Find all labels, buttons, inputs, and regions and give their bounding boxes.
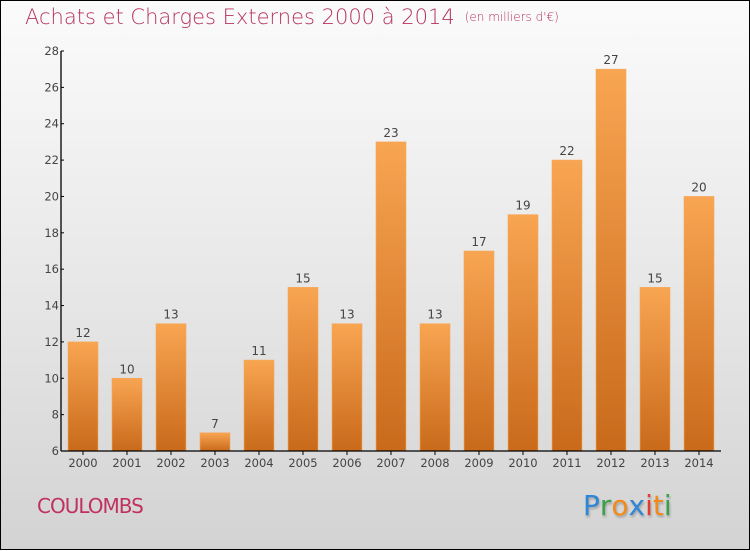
chart-title: Achats et Charges Externes 2000 à 2014 (e… — [25, 5, 559, 29]
x-tick-label-2003: 2003 — [200, 456, 229, 470]
data-label-2008: 13 — [427, 308, 442, 322]
bar-2002 — [155, 323, 187, 452]
data-label-2013: 15 — [647, 271, 662, 285]
x-tick-label-2008: 2008 — [420, 456, 449, 470]
y-tick-label-26: 26 — [44, 80, 59, 94]
data-label-2001: 10 — [119, 362, 134, 376]
logo-letter: x — [628, 489, 646, 522]
logo-letter: i — [663, 489, 672, 522]
x-tick-label-2011: 2011 — [552, 456, 581, 470]
title-unit: (en milliers d'€) — [464, 10, 559, 24]
data-label-2009: 17 — [471, 235, 486, 249]
y-tick-label-6: 6 — [52, 444, 59, 458]
bar-2001 — [111, 377, 143, 452]
bar-2006 — [331, 323, 363, 452]
x-tick-label-2006: 2006 — [332, 456, 361, 470]
bar-2003 — [199, 432, 231, 452]
data-label-2011: 22 — [559, 144, 574, 158]
data-label-2004: 11 — [251, 344, 266, 358]
data-label-2012: 27 — [603, 53, 618, 67]
city-name: COULOMBS — [37, 494, 144, 518]
data-label-2006: 13 — [339, 308, 354, 322]
x-tick-label-2013: 2013 — [640, 456, 669, 470]
bar-2005 — [287, 287, 319, 452]
data-label-2005: 15 — [295, 271, 310, 285]
y-tick-label-12: 12 — [44, 335, 59, 349]
bar-2008 — [419, 323, 451, 452]
proxiti-logo[interactable]: Proxiti — [583, 489, 672, 522]
data-label-2010: 19 — [515, 199, 530, 213]
y-tick-label-22: 22 — [44, 153, 59, 167]
y-tick-label-24: 24 — [44, 117, 59, 131]
data-label-2003: 7 — [211, 417, 219, 431]
x-tick-label-2002: 2002 — [156, 456, 185, 470]
bar-2007 — [375, 141, 407, 452]
x-tick-label-2000: 2000 — [68, 456, 97, 470]
logo-letter: i — [645, 489, 653, 522]
y-tick-label-18: 18 — [44, 226, 59, 240]
bar-2014 — [683, 196, 715, 452]
bar-2004 — [243, 359, 275, 452]
y-tick-label-8: 8 — [52, 408, 59, 422]
x-tick-label-2009: 2009 — [464, 456, 493, 470]
x-tick-label-2004: 2004 — [244, 456, 273, 470]
y-tick-label-20: 20 — [44, 189, 59, 203]
bar-2009 — [463, 250, 495, 452]
y-tick-label-10: 10 — [44, 371, 59, 385]
x-tick-label-2014: 2014 — [684, 456, 713, 470]
y-tick-label-28: 28 — [44, 44, 59, 58]
data-label-2014: 20 — [691, 180, 706, 194]
axes-group: 2000 2001 2002 2003 2004 2005 2006 2007 2008 2009… — [44, 44, 721, 470]
bar-2000 — [67, 341, 99, 452]
data-label-2000: 12 — [75, 326, 90, 340]
logo-letter: r — [599, 489, 612, 522]
x-tick-label-2007: 2007 — [376, 456, 405, 470]
x-tick-label-2001: 2001 — [112, 456, 141, 470]
logo-letter: P — [583, 489, 600, 522]
data-label-2002: 13 — [163, 308, 178, 322]
data-label-2007: 23 — [383, 126, 398, 140]
logo-letter: t — [652, 489, 664, 522]
x-tick-label-2012: 2012 — [596, 456, 625, 470]
logo-letter: o — [611, 489, 629, 522]
y-tick-label-16: 16 — [44, 262, 59, 276]
bar-2010 — [507, 214, 539, 452]
bars-group: 12 10 13 7 11 15 13 23 13 17 19 22 27 15 20 — [67, 53, 715, 452]
x-tick-label-2010: 2010 — [508, 456, 537, 470]
bar-2013 — [639, 287, 671, 452]
x-tick-label-2005: 2005 — [288, 456, 317, 470]
title-text: Achats et Charges Externes 2000 à 2014 — [25, 5, 455, 29]
y-tick-label-14: 14 — [44, 299, 59, 313]
bar-2012 — [595, 68, 627, 452]
bar-2011 — [551, 159, 583, 452]
